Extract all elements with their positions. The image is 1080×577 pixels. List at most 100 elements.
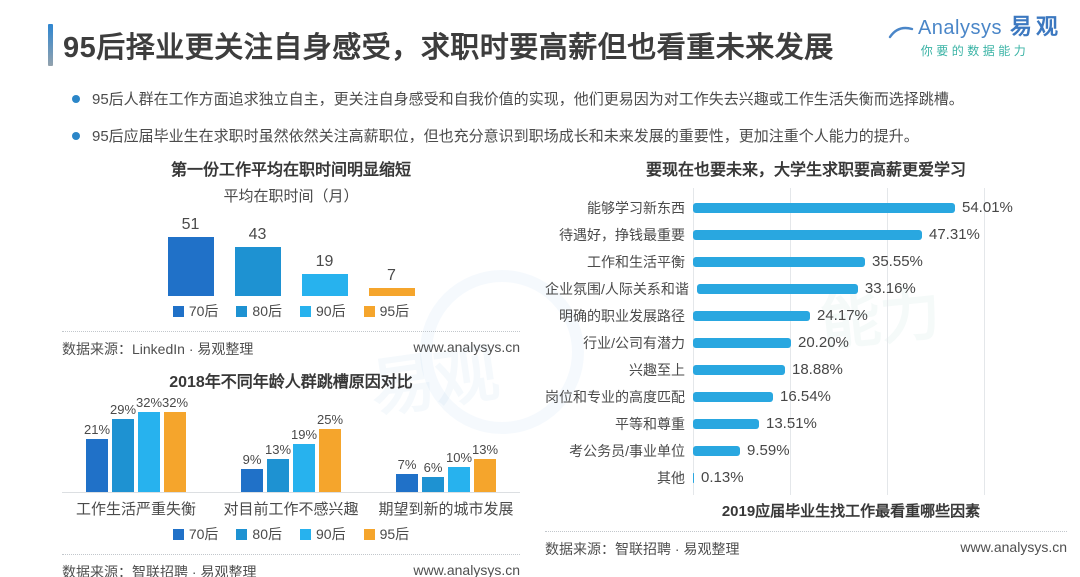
hbar-row: 兴趣至上 18.88% bbox=[545, 356, 1067, 383]
bar bbox=[267, 459, 289, 492]
hbar-label: 平等和尊重 bbox=[615, 415, 685, 432]
bar-column: 6% bbox=[422, 460, 444, 492]
bar-column: 43 bbox=[234, 226, 281, 296]
legend-swatch bbox=[236, 528, 248, 540]
hbar-value-label: 24.17% bbox=[817, 307, 868, 324]
hbar-value-label: 54.01% bbox=[962, 199, 1013, 216]
hbar-row: 工作和生活平衡 35.55% bbox=[545, 248, 1067, 275]
bar-value-label: 19 bbox=[315, 253, 334, 270]
dotted-divider bbox=[545, 531, 1067, 532]
legend-item: 90后 bbox=[300, 301, 346, 321]
bar-value-label: 7 bbox=[387, 267, 396, 284]
jobhop-chart-legend: 70后 80后 90后 95后 bbox=[62, 524, 520, 544]
hbar-track: 16.54% bbox=[693, 388, 1067, 405]
logo-brand: Analysys bbox=[917, 17, 1002, 39]
hbar-value-label: 47.31% bbox=[929, 226, 980, 243]
hbar-track: 33.16% bbox=[696, 280, 1067, 297]
bar bbox=[293, 444, 315, 492]
legend-swatch bbox=[236, 305, 248, 317]
bullet-dot-icon bbox=[72, 132, 80, 141]
hbar bbox=[693, 445, 740, 456]
dotted-divider bbox=[62, 331, 520, 332]
bar bbox=[138, 412, 160, 492]
bar-column: 7% bbox=[396, 457, 418, 492]
hbar-track: 13.51% bbox=[693, 415, 1067, 432]
hbar-track: 0.13% bbox=[693, 469, 1067, 486]
website-label: www.analysys.cn bbox=[413, 339, 520, 355]
hbar bbox=[693, 310, 810, 321]
hbar-value-label: 16.54% bbox=[780, 388, 831, 405]
dotted-divider bbox=[62, 554, 520, 555]
bar-column: 7 bbox=[368, 267, 415, 296]
source-row: 数据来源：LinkedIn · 易观整理 www.analysys.cn bbox=[62, 339, 520, 359]
bullet-list: 95后人群在工作方面追求独立自主，更关注自身感受和自我价值的实现，他们更易因为对… bbox=[72, 90, 1052, 165]
bar-column: 10% bbox=[446, 450, 472, 492]
tenure-chart-subtitle: 平均在职时间（月） bbox=[223, 188, 359, 205]
bar-group: 9% 13% 19% 25% bbox=[221, 394, 361, 492]
bar bbox=[301, 274, 348, 296]
hbar-value-label: 33.16% bbox=[864, 280, 916, 297]
legend-swatch bbox=[363, 305, 375, 317]
bar-group: 7% 6% 10% 13% bbox=[376, 394, 516, 492]
hbar-track: 47.31% bbox=[693, 226, 1067, 243]
jobhop-chart-title: 2018年不同年龄人群跳槽原因对比 bbox=[169, 374, 413, 391]
hbar bbox=[693, 472, 694, 483]
bar-value-label: 13% bbox=[471, 442, 499, 457]
bar-column: 51 bbox=[167, 216, 214, 296]
hbar-value-label: 18.88% bbox=[792, 361, 843, 378]
hbar bbox=[693, 364, 785, 375]
legend-label: 95后 bbox=[379, 303, 410, 319]
hbar bbox=[693, 391, 773, 402]
data-source-label: 数据来源：LinkedIn · 易观整理 bbox=[62, 341, 254, 357]
hbar-track: 20.20% bbox=[693, 334, 1067, 351]
legend-label: 95后 bbox=[379, 526, 410, 542]
bar-group: 21% 29% 32% 32% bbox=[66, 394, 206, 492]
hbar-row: 平等和尊重 13.51% bbox=[545, 410, 1067, 437]
bar-value-label: 29% bbox=[109, 402, 137, 417]
logo-swoosh-icon bbox=[888, 26, 914, 39]
source-row: 数据来源：智联招聘 · 易观整理 www.analysys.cn bbox=[545, 539, 1067, 559]
bar-value-label: 13% bbox=[264, 442, 292, 457]
hbar-label: 企业氛围/人际关系和谐 bbox=[545, 280, 689, 297]
factors-chart-title: 要现在也要未来，大学生求职要高薪更爱学习 bbox=[645, 162, 966, 179]
gridline bbox=[887, 188, 888, 495]
bullet-text: 95后人群在工作方面追求独立自主，更关注自身感受和自我价值的实现，他们更易因为对… bbox=[92, 91, 964, 108]
factors-chart-plot: 能够学习新东西 54.01% 待遇好，挣钱最重要 47.31% 工作和生活平衡 35.55… bbox=[545, 188, 1067, 495]
bar-column: 29% bbox=[109, 402, 137, 492]
hbar-value-label: 0.13% bbox=[701, 469, 744, 486]
logo-tagline: 你要的数据能力 bbox=[920, 44, 1030, 58]
page-title: 95后择业更关注自身感受，求职时要高薪但也看重未来发展 bbox=[63, 32, 834, 64]
hbar-track: 54.01% bbox=[693, 199, 1067, 216]
legend-item: 95后 bbox=[363, 524, 410, 544]
hbar-value-label: 35.55% bbox=[872, 253, 923, 270]
hbar-row: 企业氛围/人际关系和谐 33.16% bbox=[545, 275, 1067, 302]
bar-column: 19 bbox=[301, 253, 348, 296]
hbar bbox=[693, 418, 759, 429]
website-label: www.analysys.cn bbox=[413, 562, 520, 577]
bar-column: 13% bbox=[471, 442, 499, 492]
hbar bbox=[696, 283, 858, 294]
bar-column: 19% bbox=[291, 427, 317, 492]
bar-value-label: 9% bbox=[242, 452, 262, 467]
logo-brand-cn: 易观 bbox=[1009, 14, 1062, 39]
group-label: 工作生活严重失衡 bbox=[75, 501, 196, 518]
bar-value-label: 7% bbox=[397, 457, 417, 472]
analysys-logo: Analysys 易观 你要的数据能力 bbox=[888, 16, 1062, 57]
bar-column: 21% bbox=[84, 422, 110, 492]
hbar-label: 岗位和专业的高度匹配 bbox=[545, 388, 685, 405]
bar bbox=[234, 247, 281, 296]
hbar-row: 能够学习新东西 54.01% bbox=[545, 194, 1067, 221]
bullet-item: 95后应届毕业生在求职时虽然依然关注高薪职位，但也充分意识到职场成长和未来发展的… bbox=[72, 127, 1052, 147]
bar bbox=[422, 477, 444, 492]
right-column: 要现在也要未来，大学生求职要高薪更爱学习 能够学习新东西 54.01% 待遇好，挣钱… bbox=[545, 156, 1067, 559]
hbar-value-label: 20.20% bbox=[798, 334, 849, 351]
hbar-label: 行业/公司有潜力 bbox=[583, 334, 685, 351]
factors-chart: 要现在也要未来，大学生求职要高薪更爱学习 能够学习新东西 54.01% 待遇好，挣钱… bbox=[545, 156, 1067, 559]
legend-swatch bbox=[172, 305, 184, 317]
bar-value-label: 25% bbox=[316, 412, 344, 427]
legend-item: 95后 bbox=[363, 301, 410, 321]
source-row: 数据来源：智联招聘 · 易观整理 www.analysys.cn bbox=[62, 562, 520, 577]
data-source-label: 数据来源：智联招聘 · 易观整理 bbox=[545, 541, 740, 557]
legend-label: 90后 bbox=[316, 526, 346, 542]
